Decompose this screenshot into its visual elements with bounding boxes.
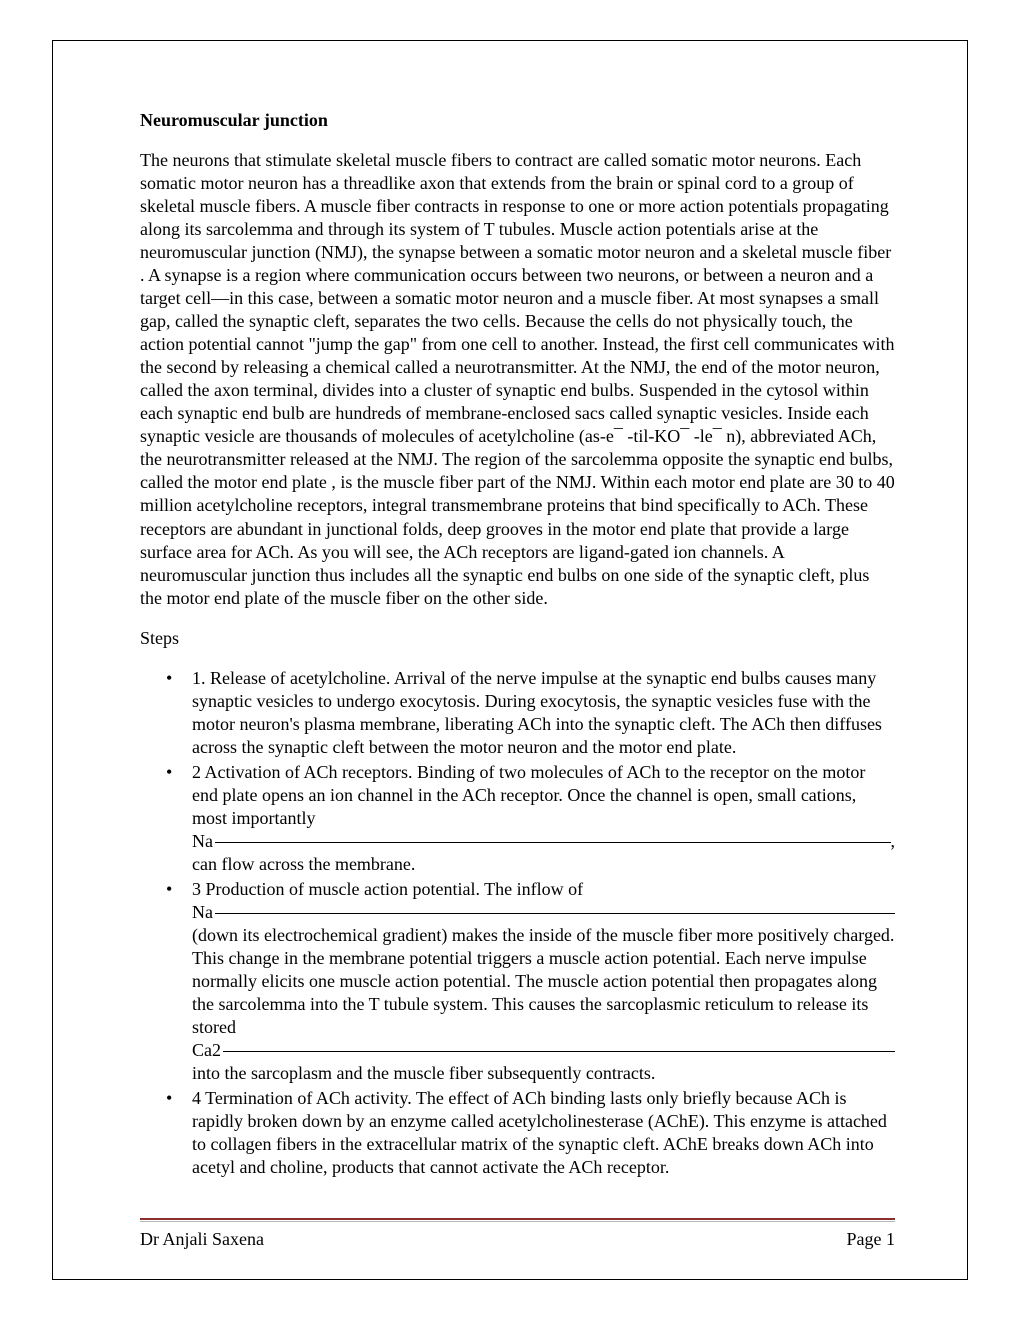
step-text: 1. Release of acetylcholine. Arrival of … (192, 668, 882, 757)
main-paragraph: The neurons that stimulate skeletal musc… (140, 149, 895, 610)
ion-line: Na , (192, 830, 895, 853)
list-item: 1. Release of acetylcholine. Arrival of … (192, 667, 895, 759)
document-title: Neuromuscular junction (140, 110, 895, 131)
ion-symbol: Na (192, 830, 213, 853)
step-text: 2 Activation of ACh receptors. Binding o… (192, 761, 895, 830)
step-text: 4 Termination of ACh activity. The effec… (192, 1088, 887, 1177)
steps-list: 1. Release of acetylcholine. Arrival of … (140, 667, 895, 1180)
step-text: 3 Production of muscle action potential.… (192, 878, 895, 901)
step-text: can flow across the membrane. (192, 853, 895, 876)
ion-symbol: Ca2 (192, 1039, 221, 1062)
list-item: 4 Termination of ACh activity. The effec… (192, 1087, 895, 1179)
ion-suffix: , (891, 830, 896, 853)
page-footer: Dr Anjali Saxena Page 1 (140, 1229, 895, 1250)
ion-symbol: Na (192, 901, 213, 924)
step-text: (down its electrochemical gradient) make… (192, 924, 895, 1039)
fill-rule (215, 913, 895, 914)
steps-heading: Steps (140, 628, 895, 649)
list-item: 3 Production of muscle action potential.… (192, 878, 895, 1085)
ion-line: Ca2 (192, 1039, 895, 1062)
document-content: Neuromuscular junction The neurons that … (140, 110, 895, 1181)
footer-author: Dr Anjali Saxena (140, 1229, 264, 1250)
footer-page-number: Page 1 (847, 1229, 896, 1250)
fill-rule (215, 842, 891, 843)
list-item: 2 Activation of ACh receptors. Binding o… (192, 761, 895, 876)
fill-rule (223, 1051, 895, 1052)
ion-line: Na (192, 901, 895, 924)
step-text: into the sarcoplasm and the muscle fiber… (192, 1062, 895, 1085)
footer-rule (140, 1218, 895, 1222)
